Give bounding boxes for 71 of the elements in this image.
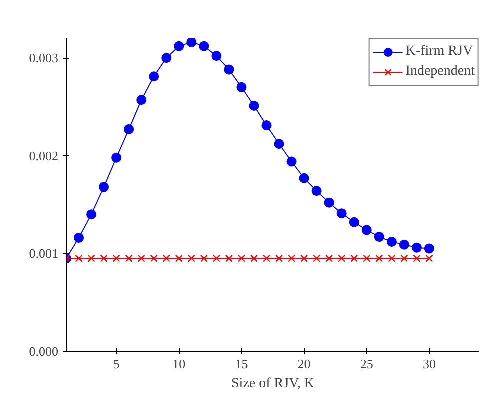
point <box>362 225 372 236</box>
point <box>262 120 272 131</box>
point <box>212 254 220 262</box>
point <box>336 208 347 219</box>
point <box>100 254 108 262</box>
point <box>225 254 233 262</box>
point <box>112 254 120 262</box>
point <box>388 254 396 262</box>
point <box>186 38 197 48</box>
point <box>200 254 208 262</box>
point <box>275 254 284 262</box>
point <box>349 217 360 228</box>
point <box>300 254 308 262</box>
point <box>400 254 408 262</box>
point <box>399 240 410 250</box>
point <box>376 254 384 262</box>
point <box>326 254 334 262</box>
point <box>238 254 246 262</box>
point <box>150 254 158 262</box>
point <box>199 41 210 52</box>
point <box>175 254 183 262</box>
point <box>224 64 234 75</box>
point <box>274 139 284 150</box>
point <box>288 254 296 262</box>
point <box>424 244 434 254</box>
y-tick-label: 0.002 <box>29 148 58 164</box>
point <box>262 254 271 262</box>
point <box>136 95 147 106</box>
point <box>324 198 334 208</box>
point <box>74 233 84 244</box>
x-tick-label: 25 <box>360 356 374 372</box>
point <box>426 254 434 262</box>
legend-label: Independent <box>406 64 475 80</box>
x-tick-label: 20 <box>298 356 311 372</box>
point <box>112 152 122 163</box>
point <box>374 232 384 242</box>
x-tick-label: 5 <box>113 356 120 372</box>
point <box>162 254 170 262</box>
point <box>386 236 397 247</box>
point <box>162 53 172 64</box>
point <box>124 124 134 134</box>
point <box>88 254 96 262</box>
point <box>138 254 146 262</box>
point <box>312 186 322 196</box>
point <box>86 210 97 220</box>
point <box>149 72 160 82</box>
point <box>299 173 310 184</box>
point <box>412 242 422 253</box>
point <box>363 254 371 262</box>
point <box>99 182 110 192</box>
point <box>188 254 196 262</box>
point <box>338 254 346 262</box>
y-tick-label: 0.000 <box>29 344 58 359</box>
legend-label: K-firm RJV <box>406 44 474 60</box>
point <box>125 254 133 262</box>
point <box>174 41 184 52</box>
point <box>250 254 258 262</box>
y-tick-label: 0.001 <box>29 246 58 262</box>
point <box>286 156 297 167</box>
x-tick-label: 30 <box>422 356 436 372</box>
x-tick-label: 15 <box>235 356 248 372</box>
point <box>350 254 358 262</box>
point <box>212 51 222 62</box>
point <box>75 254 83 262</box>
point <box>413 254 421 262</box>
point <box>236 82 247 92</box>
point <box>313 254 321 262</box>
x-axis-title: Size of RJV, K <box>232 376 314 392</box>
y-tick-label: 0.003 <box>29 50 58 66</box>
x-tick-label: 10 <box>172 356 186 372</box>
point <box>249 101 260 111</box>
